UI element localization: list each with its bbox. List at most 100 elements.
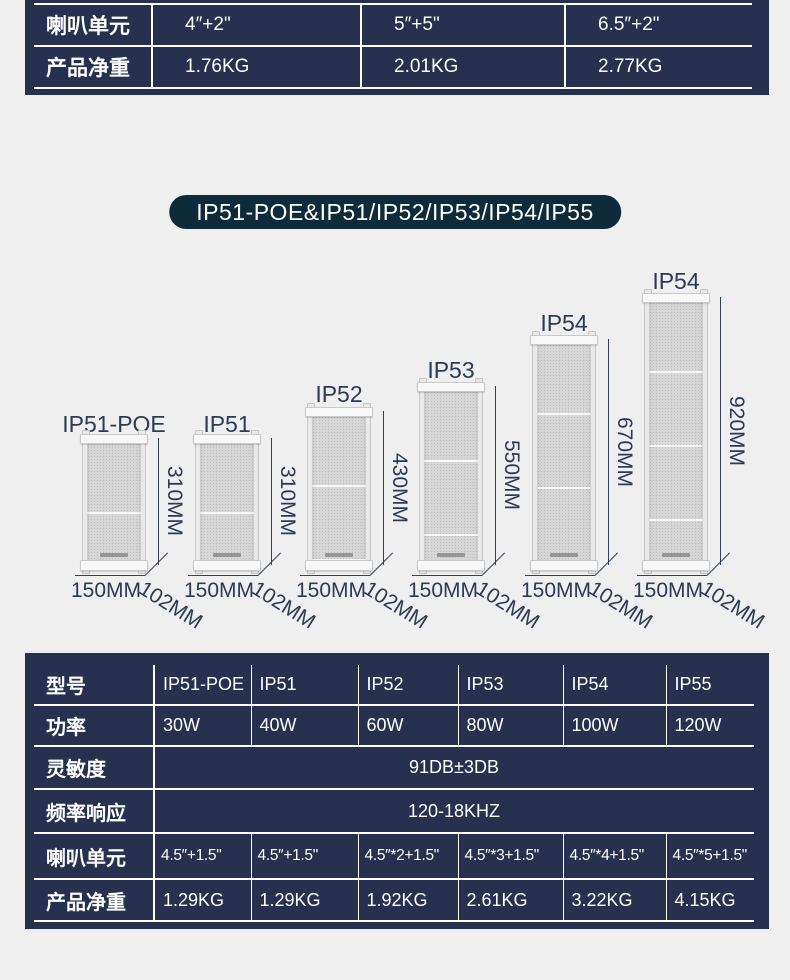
- spec-label: 型号: [34, 665, 155, 705]
- spec-value: 6.5″+2": [598, 14, 660, 35]
- speaker-model-label: IP52: [315, 381, 363, 407]
- depth-dimension-line: [369, 552, 393, 576]
- brand-logo: [100, 553, 128, 557]
- depth-dimension-line: [481, 552, 505, 576]
- depth-dimension-line: [594, 552, 618, 576]
- spec-label: 频率响应: [34, 789, 155, 833]
- table-row: 喇叭单元 4.5″+1.5" 4.5″+1.5" 4.5″*2+1.5" 4.5…: [34, 833, 754, 879]
- spec-label: 功率: [34, 705, 155, 746]
- speaker-model-label: IP53: [427, 357, 475, 383]
- speaker-image: [193, 430, 261, 574]
- spec-value: 30W: [154, 705, 252, 746]
- height-dimension-label: 550MM: [500, 439, 523, 511]
- speaker-grille: [649, 299, 703, 563]
- brand-logo: [325, 553, 353, 557]
- height-dimension-line: [720, 297, 721, 565]
- width-dimension-label: 150MM: [71, 579, 142, 602]
- table-row: 功率 30W 40W 60W 80W 100W 120W: [34, 705, 754, 746]
- speaker-cap: [193, 434, 261, 444]
- series-title-badge: IP51-POE&IP51/IP52/IP53/IP54/IP55: [169, 195, 621, 229]
- width-dimension-line: [525, 575, 595, 576]
- depth-dimension-line: [257, 552, 281, 576]
- spec-value: 4.5″+1.5": [251, 833, 359, 879]
- spec-value: 2.77KG: [598, 56, 663, 77]
- brand-logo: [662, 553, 690, 557]
- speaker-grille: [424, 388, 478, 563]
- width-dimension-label: 150MM: [296, 579, 367, 602]
- height-dimension-label: 310MM: [163, 465, 186, 537]
- spec-value: 5″+5": [361, 4, 566, 46]
- speaker-cap: [305, 560, 373, 571]
- spec-label: 喇叭单元: [34, 4, 153, 46]
- speaker-cap: [80, 434, 148, 444]
- spec-value: IP53: [458, 665, 564, 705]
- speaker-cap: [642, 293, 710, 303]
- spec-value: 2.01KG: [361, 46, 566, 88]
- spec-value: 80W: [458, 705, 564, 746]
- table-row: 产品净重 1.76KG 2.01KG 2.77KG: [34, 46, 752, 88]
- spec-value: 4.5″*2+1.5": [358, 833, 459, 879]
- brand-logo: [437, 553, 465, 557]
- spec-value: 120-18KHZ: [407, 800, 501, 821]
- speaker-image: [305, 403, 373, 574]
- speaker-cap: [530, 335, 598, 345]
- spec-value: 60W: [358, 705, 459, 746]
- speaker-grille: [537, 341, 591, 563]
- spec-value: 1.76KG: [152, 46, 362, 88]
- top-spec-table: 喇叭单元 4″+2" 5″+5" 6.5″+2" 产品净重 1.76KG 2.0…: [34, 3, 752, 89]
- speaker-model-label: IP51-POE: [62, 411, 166, 437]
- height-dimension-line: [383, 411, 384, 565]
- brand-logo: [550, 553, 578, 557]
- spec-value: 4″+2": [152, 4, 362, 46]
- top-spec-panel: 喇叭单元 4″+2" 5″+5" 6.5″+2" 产品净重 1.76KG 2.0…: [25, 0, 769, 95]
- speaker-cap: [642, 560, 710, 571]
- speaker-cap: [193, 560, 261, 571]
- spec-value: IP54: [563, 665, 667, 705]
- spec-value: 1.29KG: [154, 879, 252, 921]
- speaker-model-label: IP54: [540, 310, 588, 336]
- spec-value: 40W: [251, 705, 359, 746]
- brand-logo: [213, 553, 241, 557]
- width-dimension-line: [300, 575, 370, 576]
- table-row: 产品净重 1.29KG 1.29KG 1.92KG 2.61KG 3.22KG …: [34, 879, 754, 921]
- spec-value: 4.5″+1.5": [154, 833, 252, 879]
- table-row: 型号 IP51-POE IP51 IP52 IP53 IP54 IP55: [34, 665, 754, 705]
- spec-label: 产品净重: [34, 879, 155, 921]
- height-dimension-label: 670MM: [613, 416, 636, 488]
- speaker-image: [80, 430, 148, 574]
- spec-label: 产品净重: [34, 46, 153, 88]
- speaker-cap: [417, 382, 485, 392]
- spec-label: 喇叭单元: [34, 833, 155, 879]
- table-row: 灵敏度 91DB±3DB: [34, 746, 754, 789]
- speaker-model-label: IP54: [652, 268, 700, 294]
- speaker-image: [417, 378, 485, 574]
- width-dimension-label: 150MM: [184, 579, 255, 602]
- width-dimension-line: [188, 575, 258, 576]
- size-diagram: IP51-POE 310MM 150MM 102MM IP51 310MM: [0, 230, 790, 650]
- spec-value: 120W: [674, 715, 722, 735]
- spec-value: IP51: [251, 665, 359, 705]
- width-dimension-label: 150MM: [521, 579, 592, 602]
- speaker-cap: [417, 560, 485, 571]
- width-dimension-label: 150MM: [633, 579, 704, 602]
- spec-value: IP51-POE: [154, 665, 252, 705]
- speaker-grille: [87, 440, 141, 563]
- spec-table: 型号 IP51-POE IP51 IP52 IP53 IP54 IP55 功率 …: [34, 665, 754, 922]
- table-row: 喇叭单元 4″+2" 5″+5" 6.5″+2": [34, 4, 752, 46]
- spec-value: 100W: [563, 705, 667, 746]
- table-row: 频率响应 120-18KHZ: [34, 789, 754, 833]
- spec-value: 4.5″*5+1.5": [672, 847, 748, 864]
- height-dimension-label: 430MM: [388, 452, 411, 524]
- spec-value: 3.22KG: [563, 879, 667, 921]
- width-dimension-line: [412, 575, 482, 576]
- spec-value: 1.92KG: [358, 879, 459, 921]
- spec-value: 4.5″*3+1.5": [458, 833, 564, 879]
- spec-label: 灵敏度: [34, 746, 155, 789]
- spec-value: 4.5″*4+1.5": [563, 833, 667, 879]
- speaker-cap: [305, 407, 373, 417]
- speaker-cap: [80, 560, 148, 571]
- spec-value: 4.15KG: [674, 889, 736, 910]
- height-dimension-line: [495, 386, 496, 565]
- width-dimension-line: [637, 575, 707, 576]
- height-dimension-line: [271, 438, 272, 565]
